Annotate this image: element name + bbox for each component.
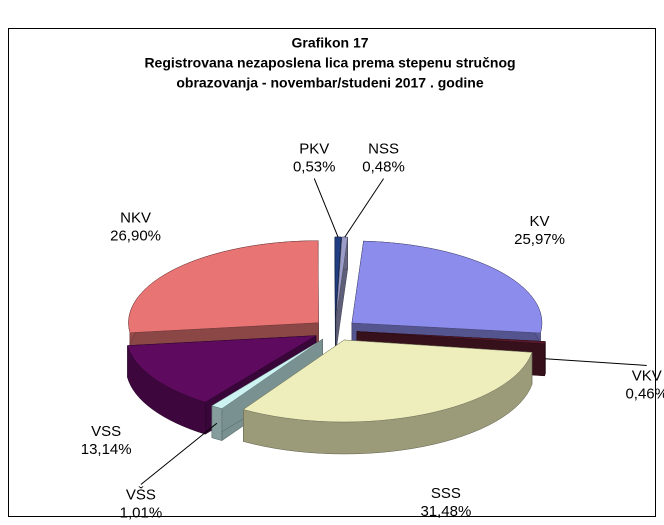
chart-title: obrazovanja - novembar/studeni 2017 . go…: [176, 75, 484, 91]
slice-label: VSS: [91, 423, 121, 440]
leader-line: [544, 358, 647, 366]
slice-value-label: 0,46%: [625, 385, 664, 402]
slice-label: VKV: [632, 367, 662, 384]
leader-line: [313, 178, 339, 238]
slice-value-label: 31,48%: [420, 503, 471, 520]
chart-title: Registrovana nezaposlena lica prema step…: [144, 55, 515, 71]
slice-value-label: 0,48%: [362, 159, 405, 176]
chart-frame: [8, 28, 656, 517]
slice: [335, 236, 348, 352]
slice-label: PKV: [299, 140, 329, 157]
slice-label: KV: [530, 213, 550, 230]
slice-label: SSS: [431, 485, 461, 502]
slice-value-label: 0,53%: [293, 158, 336, 175]
slice-top: [351, 240, 543, 334]
slice-top: [128, 240, 319, 333]
slice-top: [242, 339, 533, 423]
slice-label: VŠS: [126, 486, 156, 503]
slice-top: [356, 331, 546, 345]
slice-label: NSS: [368, 141, 399, 158]
slice-value-label: 25,97%: [514, 231, 565, 248]
slice-label: NKV: [120, 209, 151, 226]
slice-value-label: 26,90%: [110, 227, 161, 244]
slice: [242, 339, 533, 455]
slice-value-label: 1,01%: [120, 504, 163, 521]
slice: [351, 240, 543, 366]
slice-top: [211, 338, 323, 409]
slice-side: [211, 405, 223, 441]
chart-title: Grafikon 17: [291, 35, 368, 51]
slice-top: [334, 236, 342, 320]
slice-value-label: 13,14%: [81, 441, 132, 458]
slice-top: [127, 335, 317, 403]
leader-line: [344, 178, 384, 238]
leader-line: [140, 422, 218, 485]
